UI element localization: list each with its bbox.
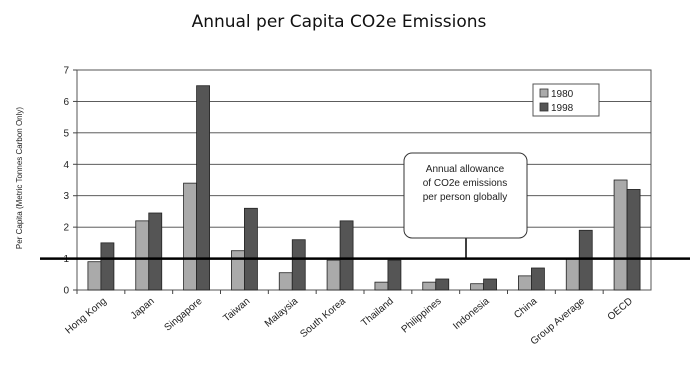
bar-1998 (483, 278, 497, 291)
y-axis-label: Per Capita (Metric Tonnes Carbon Only) (15, 107, 24, 249)
chart-title: Annual per Capita CO2e Emissions (192, 12, 487, 32)
annotation-line-3: per person globally (423, 192, 508, 203)
y-tick-label: 4 (63, 160, 69, 171)
x-category-label: Singapore (163, 296, 205, 334)
bar-1998 (531, 267, 545, 291)
x-category-label: Indonesia (451, 296, 492, 333)
bar-1980 (87, 261, 102, 291)
x-category-label: Hong Kong (63, 296, 108, 337)
bar-1980 (613, 179, 628, 291)
legend-swatch-1998 (539, 102, 549, 112)
bar-1980 (231, 250, 245, 291)
bar-1998 (578, 229, 593, 291)
annotation-frame (403, 152, 528, 239)
bars (87, 85, 641, 291)
bar-1980 (374, 281, 389, 291)
bar-1998 (435, 278, 450, 291)
bar-1998 (100, 242, 115, 291)
bar-1998 (387, 259, 402, 291)
annotation-box: Annual allowance of CO2e emissions per p… (403, 152, 528, 239)
x-category-label: China (512, 296, 539, 322)
y-tick-labels: 01234567 (63, 66, 69, 297)
bar-1980 (565, 258, 580, 291)
x-category-label: Philippines (400, 296, 444, 336)
bar-1980 (326, 259, 341, 291)
legend-label-1980: 1980 (551, 89, 574, 100)
x-category-label: Malaysia (263, 296, 301, 330)
bar-1998 (339, 220, 354, 291)
bar-1980 (135, 220, 150, 291)
y-tick-label: 0 (63, 286, 69, 297)
bar-1998 (291, 239, 306, 291)
y-tick-label: 2 (63, 223, 69, 234)
bar-1998 (244, 207, 258, 291)
y-tick-label: 3 (63, 191, 69, 202)
bar-1980 (278, 272, 293, 291)
y-tick-label: 7 (63, 66, 69, 77)
annotation-line-1: Annual allowance (426, 164, 505, 175)
bar-1998 (196, 85, 210, 291)
bar-1980 (422, 281, 437, 291)
x-category-label: South Korea (298, 296, 348, 340)
legend-swatch-1980 (539, 88, 549, 98)
legend: 1980 1998 (532, 83, 600, 117)
x-category-label: Taiwan (221, 296, 252, 324)
annotation-line-2: of CO2e emissions (423, 178, 507, 189)
y-tick-label: 6 (63, 97, 69, 108)
legend-label-1998: 1998 (551, 103, 574, 114)
bar-1980 (183, 182, 197, 291)
y-tick-label: 5 (63, 128, 69, 139)
x-category-labels: Hong Kong Japan Singapore Taiwan MalaysiaSou… (63, 296, 635, 348)
x-category-label: Japan (129, 296, 157, 322)
bar-1998 (148, 212, 163, 291)
bar-1980 (518, 275, 532, 291)
bar-1980 (470, 283, 484, 291)
x-category-label: Thailand (359, 296, 395, 329)
x-category-label: OECD (606, 296, 635, 323)
bar-1998 (626, 189, 641, 291)
